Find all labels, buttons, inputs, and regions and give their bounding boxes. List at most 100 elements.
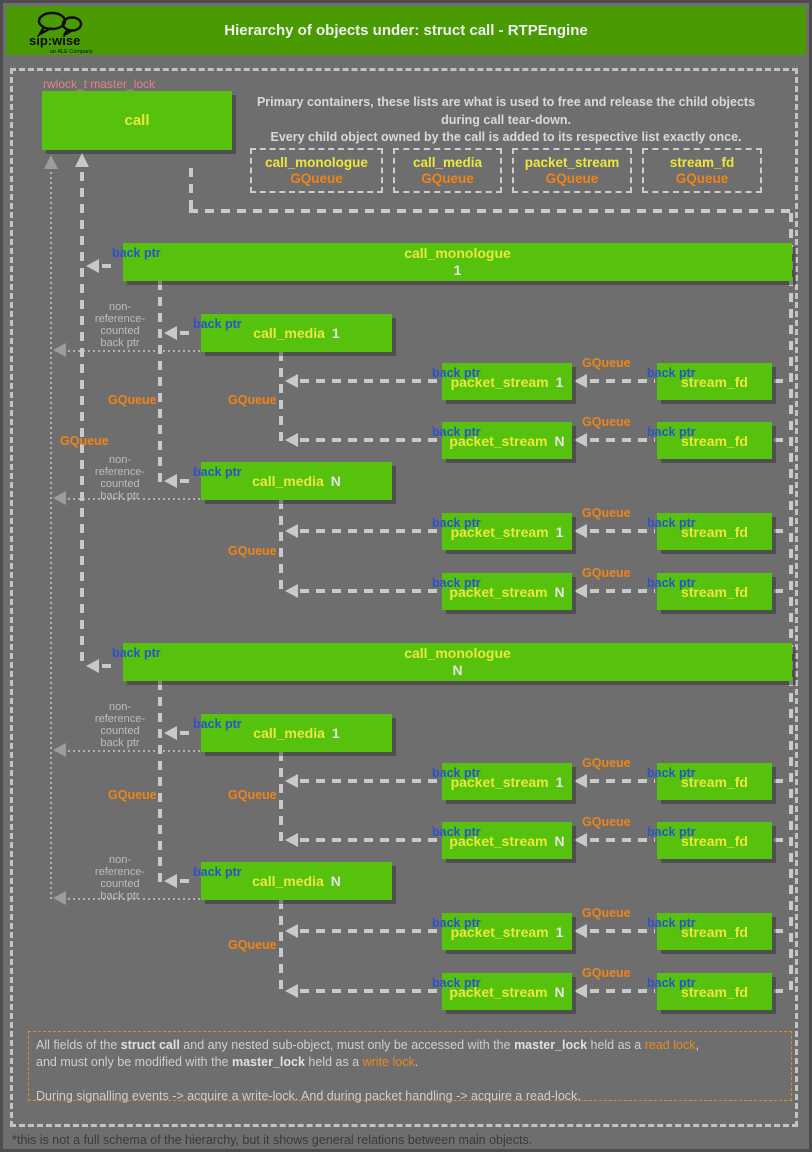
arrow-left-icon xyxy=(164,726,177,740)
non-ref-backptr-line xyxy=(68,498,202,500)
call-media-index: N xyxy=(330,873,341,889)
gqueue-line-streams xyxy=(279,752,283,842)
packet-stream-n-box: packet_stream N xyxy=(442,973,572,1010)
non-ref-line: counted xyxy=(100,725,140,737)
header-bar: Hierarchy of objects under: struct call … xyxy=(6,6,806,55)
queue-box-stream-fd: stream_fd GQueue xyxy=(642,148,762,193)
arrow-left-icon xyxy=(574,433,587,447)
packet-stream-index: 1 xyxy=(555,373,564,390)
dashed-connector xyxy=(300,379,440,383)
call-media-label: call_media xyxy=(252,473,324,489)
gqueue-line-media xyxy=(158,681,162,883)
dashed-connector xyxy=(590,379,655,383)
gqueue-line-streams xyxy=(279,352,283,442)
non-ref-line: back ptr xyxy=(100,890,140,902)
packet-stream-1-box: packet_stream 1 xyxy=(442,363,572,400)
packet-stream-label: packet_stream xyxy=(449,832,548,849)
gqueue-label: GQueue xyxy=(60,434,109,448)
stream-fd-label: stream_fd xyxy=(681,983,748,1000)
call-media-label: call_media xyxy=(253,725,325,741)
queue-box-packet-stream: packet_stream GQueue xyxy=(512,148,632,193)
dashed-connector xyxy=(180,879,196,883)
arrow-left-icon xyxy=(574,833,587,847)
dashed-connector xyxy=(300,529,440,533)
arrow-left-icon xyxy=(285,584,298,598)
gqueue-line-monologues xyxy=(80,172,84,668)
back-ptr-label: back ptr xyxy=(432,576,481,590)
dashed-connector xyxy=(774,779,790,783)
dashed-connector xyxy=(189,168,193,211)
back-ptr-label: back ptr xyxy=(432,825,481,839)
non-ref-backptr-label: non- reference- counted back ptr xyxy=(68,454,172,502)
stream-fd-label: stream_fd xyxy=(681,523,748,540)
arrow-left-icon xyxy=(164,326,177,340)
packet-stream-label: packet_stream xyxy=(449,983,548,1000)
dashed-connector xyxy=(774,529,790,533)
stream-fd-box: stream_fd xyxy=(657,973,772,1010)
back-ptr-label: back ptr xyxy=(432,766,481,780)
intro-line-2: during call tear-down. xyxy=(441,112,571,127)
queue-box-type: GQueue xyxy=(290,170,343,186)
stream-fd-label: stream_fd xyxy=(681,832,748,849)
dashed-connector xyxy=(180,331,196,335)
queue-box-title: call_media xyxy=(412,154,483,170)
diagram-container xyxy=(10,68,798,1127)
packet-stream-index: 1 xyxy=(555,923,564,940)
arrow-left-icon xyxy=(53,343,66,357)
non-ref-line: non- xyxy=(108,454,132,466)
dashed-connector xyxy=(300,438,440,442)
packet-stream-n-box: packet_stream N xyxy=(442,422,572,459)
call-media-label: call_media xyxy=(253,325,325,341)
stream-fd-box: stream_fd xyxy=(657,573,772,610)
packet-stream-n-box: packet_stream N xyxy=(442,573,572,610)
page-title: Hierarchy of objects under: struct call … xyxy=(224,22,588,39)
dashed-connector xyxy=(180,479,196,483)
dashed-connector xyxy=(300,589,440,593)
gqueue-label: GQueue xyxy=(582,815,631,829)
non-ref-line: counted xyxy=(100,878,140,890)
gqueue-label: GQueue xyxy=(228,788,277,802)
gqueue-label: GQueue xyxy=(582,906,631,920)
non-ref-line: back ptr xyxy=(100,490,140,502)
call-media-1-box: call_media 1 xyxy=(201,714,392,752)
back-ptr-label: back ptr xyxy=(647,366,696,380)
back-ptr-label: back ptr xyxy=(112,246,161,260)
call-monologue-label: call_monologue xyxy=(404,245,511,261)
queue-box-title: call_monologue xyxy=(265,154,368,170)
call-media-index: 1 xyxy=(331,725,340,741)
arrow-left-icon xyxy=(53,891,66,905)
packet-stream-n-box: packet_stream N xyxy=(442,822,572,859)
packet-stream-label: packet_stream xyxy=(449,583,548,600)
dashed-connector xyxy=(300,989,440,993)
non-ref-backptr-line xyxy=(68,898,202,900)
back-ptr-label: back ptr xyxy=(193,717,242,731)
dashed-connector xyxy=(590,438,655,442)
call-monologue-index: N xyxy=(452,662,463,678)
dashed-connector xyxy=(300,779,440,783)
arrow-left-icon xyxy=(285,774,298,788)
stream-fd-label: stream_fd xyxy=(681,923,748,940)
arrow-left-icon xyxy=(164,874,177,888)
lock-note-line-2: and must only be modified with the maste… xyxy=(36,1055,419,1069)
gqueue-label: GQueue xyxy=(228,544,277,558)
packet-stream-label: packet_stream xyxy=(449,432,548,449)
lock-note-line-3: During signalling events -> acquire a wr… xyxy=(36,1089,581,1103)
non-ref-backptr-line xyxy=(50,172,52,900)
stream-fd-box: stream_fd xyxy=(657,763,772,800)
non-ref-backptr-label: non- reference- counted back ptr xyxy=(68,301,172,349)
gqueue-label: GQueue xyxy=(582,506,631,520)
arrow-left-icon xyxy=(574,924,587,938)
back-ptr-label: back ptr xyxy=(647,516,696,530)
arrow-left-icon xyxy=(574,524,587,538)
packet-stream-index: N xyxy=(554,432,565,449)
back-ptr-label: back ptr xyxy=(432,366,481,380)
gqueue-label: GQueue xyxy=(582,566,631,580)
speech-bubbles-icon xyxy=(36,11,83,38)
arrow-left-icon xyxy=(285,433,298,447)
arrow-left-icon xyxy=(53,491,66,505)
gqueue-label: GQueue xyxy=(228,938,277,952)
arrow-left-icon xyxy=(285,984,298,998)
gqueue-label: GQueue xyxy=(108,393,157,407)
gqueue-label: GQueue xyxy=(108,788,157,802)
non-ref-line: non- xyxy=(108,301,132,313)
